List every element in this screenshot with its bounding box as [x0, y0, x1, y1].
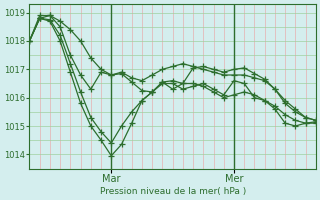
X-axis label: Pression niveau de la mer( hPa ): Pression niveau de la mer( hPa ) — [100, 187, 246, 196]
